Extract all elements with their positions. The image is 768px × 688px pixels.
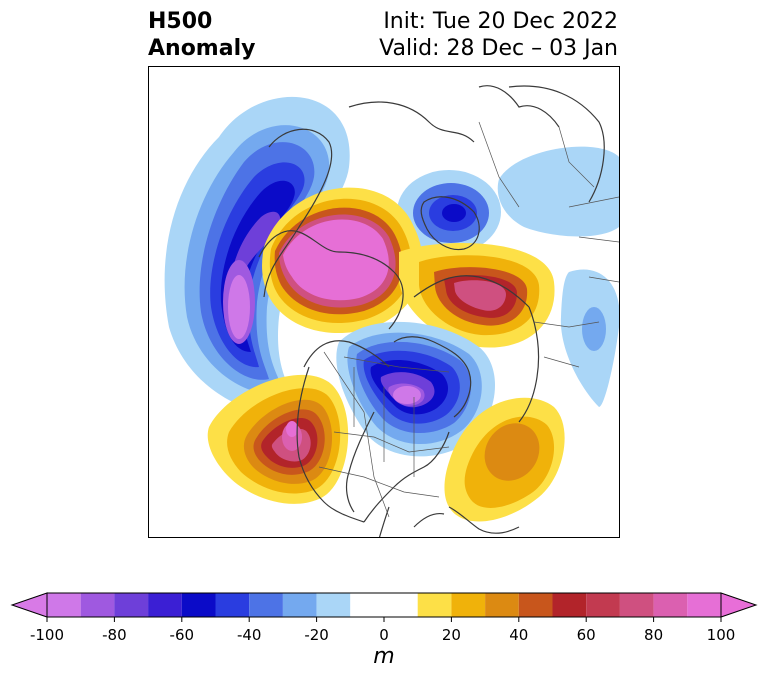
colorbar-tick-label: 100: [707, 626, 736, 644]
political-boundaries: [318, 121, 619, 518]
anomaly-map: [164, 85, 619, 537]
anomaly-westus-positive: [207, 374, 349, 504]
map-panel: [148, 66, 620, 538]
colorbar: -100 -80 -60 -40 -20 0 20 40 60 80 100 m: [0, 580, 768, 684]
colorbar-tick-label: 0: [379, 626, 389, 644]
colorbar-bin: [485, 593, 519, 617]
anomaly-canada-negative: [336, 321, 496, 457]
title-left: H500 Anomaly: [148, 8, 255, 62]
anomaly-europe-negative: [560, 269, 619, 407]
colorbar-tick-label: 80: [644, 626, 663, 644]
colorbar-bin: [114, 593, 149, 617]
colorbar-bin: [282, 593, 317, 617]
colorbar-tick-label: 40: [509, 626, 528, 644]
init-time: Init: Tue 20 Dec 2022: [383, 9, 618, 34]
colorbar-unit: m: [373, 644, 395, 669]
anomaly-labrador-positive: [399, 243, 555, 348]
colorbar-bin: [215, 593, 250, 617]
colorbar-tick-label: -20: [304, 626, 329, 644]
colorbar-bin: [350, 593, 418, 617]
colorbar-tick-label: 60: [577, 626, 596, 644]
colorbar-bin: [518, 593, 553, 617]
anomaly-siberia-negative: [497, 146, 619, 237]
colorbar-tick-label: -60: [170, 626, 195, 644]
colorbar-bin: [181, 593, 216, 617]
colorbar-bin: [148, 593, 182, 617]
title-variable: H500: [148, 9, 213, 34]
coastlines: [258, 85, 605, 537]
colorbar-bin: [653, 593, 688, 617]
colorbar-extend-low: [10, 592, 48, 618]
anomaly-arctic-positive: [262, 187, 423, 334]
anomaly-atlantic-positive: [444, 397, 565, 522]
colorbar-extend-high: [720, 592, 758, 618]
title-field: Anomaly: [148, 36, 256, 61]
colorbar-bin: [687, 593, 721, 617]
anomaly-pacific-negative: [164, 96, 350, 414]
colorbar-tick-label: 20: [442, 626, 461, 644]
title-right: Init: Tue 20 Dec 2022 Valid: 28 Dec – 03…: [379, 8, 618, 62]
colorbar-bin: [552, 593, 587, 617]
colorbar-tick-label: -80: [102, 626, 127, 644]
colorbar-bin: [586, 593, 620, 617]
colorbar-bin: [619, 593, 654, 617]
colorbar-bin: [451, 593, 486, 617]
colorbar-bin: [47, 593, 81, 617]
colorbar-bin: [249, 593, 283, 617]
colorbar-bin: [316, 593, 351, 617]
valid-time: Valid: 28 Dec – 03 Jan: [379, 36, 618, 61]
colorbar-tick-label: -100: [30, 626, 64, 644]
colorbar-bin: [417, 593, 452, 617]
colorbar-tick-label: -40: [237, 626, 262, 644]
colorbar-bin: [80, 593, 115, 617]
colorbar-svg: -100 -80 -60 -40 -20 0 20 40 60 80 100: [10, 592, 758, 644]
